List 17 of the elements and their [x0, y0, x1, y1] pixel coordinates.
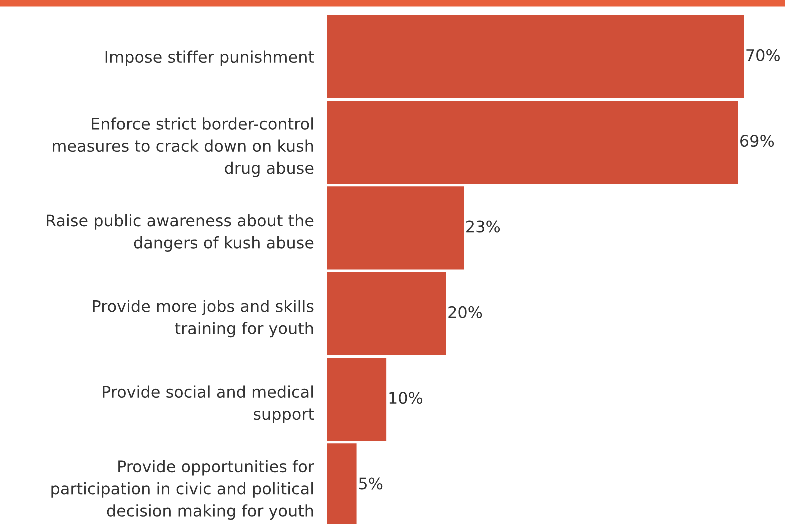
- y-tick-label: Provide opportunities for participation in civic and political decision making for youth: [52, 460, 314, 520]
- bar: [327, 186, 464, 270]
- data-label: 10%: [390, 392, 423, 404]
- data-label: 69%: [740, 135, 774, 148]
- y-tick-label: Impose stiffer punishment: [106, 50, 314, 66]
- data-label: 23%: [466, 220, 500, 233]
- bar: [327, 272, 446, 356]
- data-label: 5%: [359, 478, 383, 490]
- y-tick-label: Provide social and medical support: [103, 386, 314, 424]
- bar: [327, 358, 387, 442]
- bar: [327, 100, 738, 184]
- bar: [327, 15, 744, 98]
- y-tick-label: Enforce strict border-control measures to crack down on kush drug abuse: [53, 118, 314, 178]
- y-tick-label: Raise public awareness about the dangers of kush abuse: [47, 214, 314, 252]
- data-label: 70%: [746, 49, 780, 62]
- data-label: 20%: [448, 306, 482, 318]
- y-tick-label: Provide more jobs and skills training for youth: [93, 300, 314, 338]
